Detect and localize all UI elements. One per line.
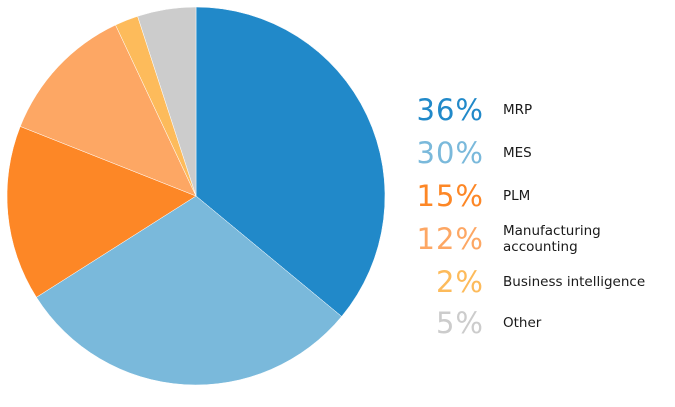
pie-chart (6, 6, 386, 386)
pie-slice-manufacturing-accounting (19, 24, 197, 197)
legend-label: Manufacturing accounting (503, 223, 601, 255)
legend-label: Other (503, 315, 542, 331)
legend-label: PLM (503, 188, 531, 204)
legend-percent: 36% (416, 93, 484, 127)
legend-item-mrp: 36% MRP (410, 90, 670, 130)
legend-percent: 30% (416, 136, 484, 170)
legend-percent: 5% (435, 306, 484, 340)
legend-label: MES (503, 145, 532, 161)
legend-percent: 12% (416, 222, 484, 256)
legend: 36% MRP 30% MES 15% PLM 12% Manufacturin… (410, 0, 670, 407)
legend-item-manufacturing-accounting: 12% Manufacturing accounting (410, 219, 670, 259)
pie-slice-mrp (195, 6, 386, 317)
legend-label: MRP (503, 102, 533, 118)
legend-item-plm: 15% PLM (410, 176, 670, 216)
pie-slice-plm (6, 126, 197, 298)
legend-item-mes: 30% MES (410, 133, 670, 173)
legend-percent: 15% (416, 179, 484, 213)
pie-slice-mes (36, 195, 342, 386)
legend-item-business-intelligence: 2% Business intelligence (410, 262, 670, 302)
legend-percent: 2% (435, 265, 484, 299)
pie-slice-other (137, 6, 197, 197)
legend-label: Business intelligence (503, 274, 646, 290)
legend-item-other: 5% Other (410, 303, 670, 343)
